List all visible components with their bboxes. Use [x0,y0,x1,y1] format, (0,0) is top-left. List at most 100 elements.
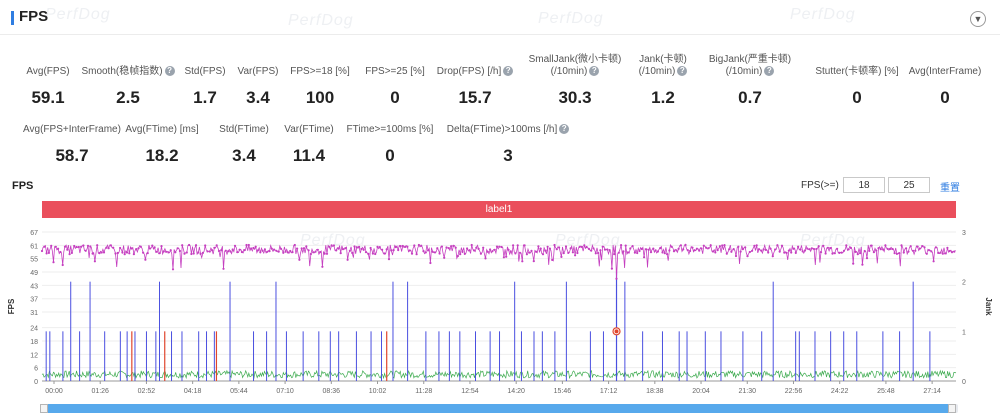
fps-point [445,246,448,249]
fps-point [190,252,193,256]
fps-point [746,255,749,258]
y2-tick-label: 1 [962,329,966,336]
scrollbar-right-handle[interactable] [948,404,956,413]
metric-label-text: Std(FTime) [219,124,269,135]
fps-point [541,253,545,256]
fps-point [325,252,329,255]
metric-label-text: Var(FTime) [284,124,334,135]
fps-point [567,251,570,254]
y-tick-label: 43 [30,283,38,290]
help-icon[interactable]: ? [503,66,514,77]
y-axis-label: FPS [7,298,16,314]
x-tick-label: 18:38 [646,388,664,395]
label-bar[interactable]: label1 [42,201,956,218]
fps-point [270,247,273,250]
reset-button[interactable]: 重置 [940,183,960,194]
x-tick-label: 24:22 [831,388,849,395]
collapse-toggle-icon[interactable]: ▼ [970,11,986,27]
fps-point [923,246,926,249]
fps-point [711,250,715,253]
fps-point [273,248,276,251]
fps-point [213,246,216,249]
fps-point [378,246,381,249]
fps-point [677,247,680,250]
fps-point [574,254,577,257]
fps-point [63,245,67,248]
fps-point [351,251,354,254]
fps-point [854,250,857,253]
fps-point [691,246,694,249]
fps-point [849,246,853,249]
fps-point [875,249,878,252]
fps-point [548,247,552,250]
fps-point [562,252,565,255]
fps-point [422,250,425,253]
fps-point [643,256,646,259]
scrollbar-thumb[interactable] [44,404,950,413]
fps-point [511,244,515,247]
fps-point [137,247,140,250]
fps-point [383,252,386,255]
fps-point [944,252,947,255]
fps-point [459,253,462,256]
fps-point [128,252,131,255]
fps-point [171,268,175,271]
help-icon[interactable]: ? [164,66,175,77]
fps-point [282,251,285,254]
fps-point [569,247,572,250]
metric-label-text: Delta(FTime)>100ms [/h] [446,124,558,135]
fps-point [946,246,949,249]
fps-point [275,249,278,252]
scrollbar-left-handle[interactable] [40,404,48,413]
fps-point [119,246,122,250]
fps-point [224,249,227,252]
timeline-scrollbar[interactable] [40,404,958,413]
fps-point [505,255,508,258]
x-tick-label: 12:54 [461,388,479,395]
fps-point [61,263,64,267]
fps-point [767,251,770,254]
help-icon[interactable]: ? [559,124,570,135]
fps-point [702,244,705,247]
fps-point [468,249,471,252]
metric-label: Avg(FPS) [0,66,118,78]
threshold-low-input[interactable] [843,177,885,193]
fps-point [907,250,910,253]
fps-point [734,254,738,258]
fps-point [808,248,811,251]
fps-point [829,247,832,250]
fps-point [477,247,480,250]
fps-point [587,247,591,250]
metric-value: 100 [305,88,335,107]
fps-point [571,251,575,254]
fps-point [930,250,933,253]
metric-label-text: (/10min) [725,66,763,77]
fps-point [725,252,728,255]
fps-point [169,249,172,252]
help-icon[interactable]: ? [589,66,600,77]
fps-point [279,247,283,250]
fps-point [472,249,476,252]
metric-label: Stutter(卡顿率) [%] [787,66,927,78]
help-icon[interactable]: ? [764,66,775,77]
metric-r1-2: Std(FPS) 1.7 [135,66,275,107]
fps-point [560,255,563,258]
fps-point [346,258,349,261]
metric-r2-5: Delta(FTime)>100ms [/h]? 3 [438,124,578,165]
threshold-high-input[interactable] [888,177,930,193]
fps-point [330,244,333,247]
fps-point [236,251,239,254]
metric-value: 11.4 [292,146,326,165]
fps-point [535,250,538,253]
help-icon[interactable]: ? [677,66,688,77]
fps-point [204,244,207,247]
fps-point [785,251,788,254]
y-tick-label: 61 [30,243,38,250]
y2-tick-label: 0 [962,379,966,386]
fps-point [762,248,765,251]
fps-point [314,250,317,253]
fps-point [868,249,871,252]
fps-point [939,251,942,254]
fps-point [139,245,142,248]
